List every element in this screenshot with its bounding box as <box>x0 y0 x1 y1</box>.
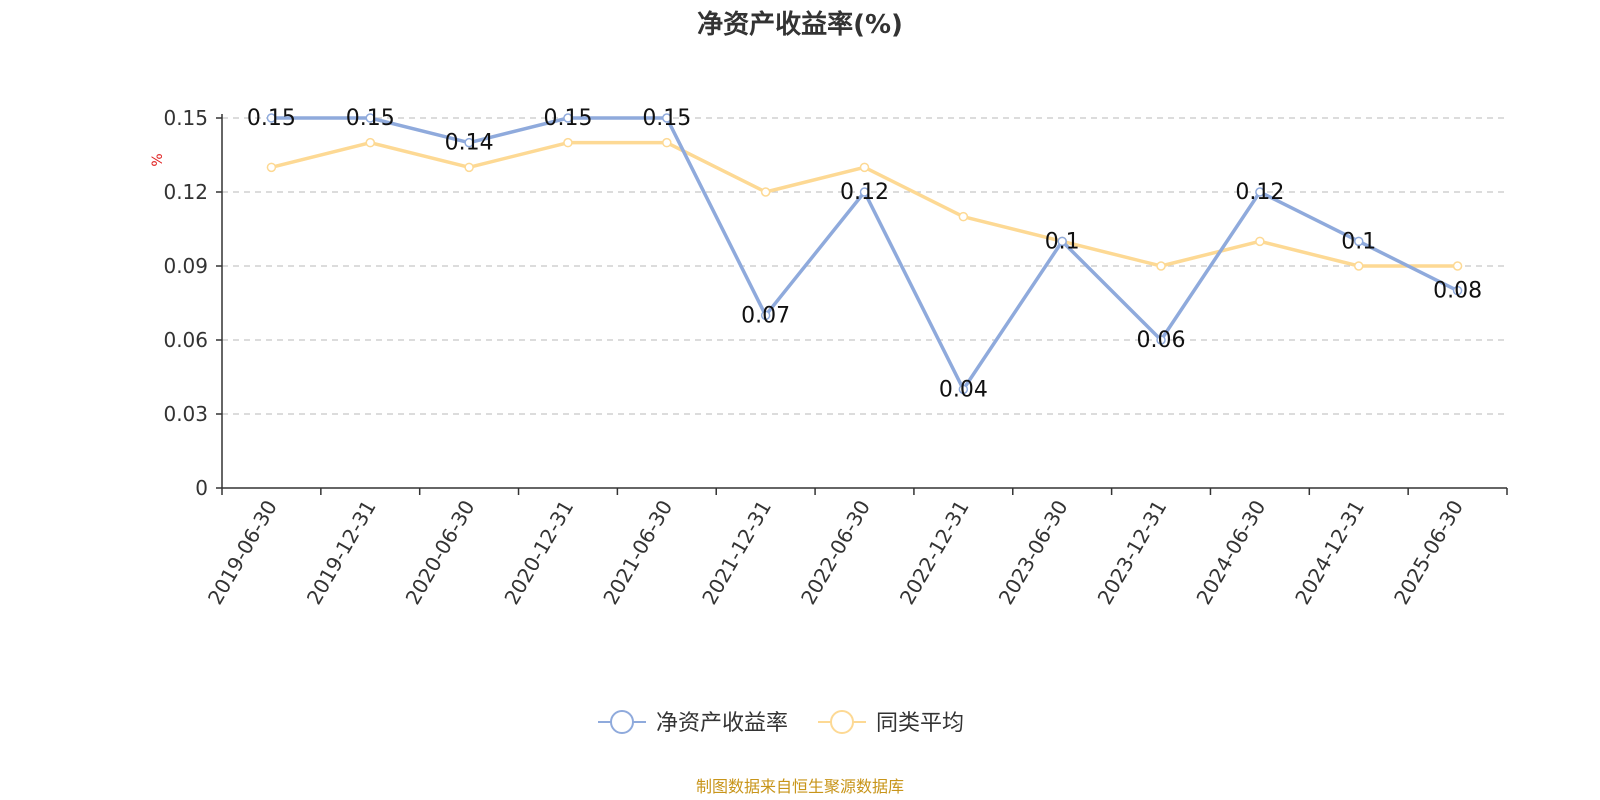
legend-marker <box>610 710 634 734</box>
x-tick-label: 2021-12-31 <box>697 496 776 609</box>
data-point <box>1255 236 1265 247</box>
legend-item-peer-average[interactable]: 同类平均 <box>818 710 964 736</box>
data-label: 0.15 <box>642 106 691 131</box>
data-point <box>662 113 672 123</box>
data-point <box>859 187 870 197</box>
data-label: 0.07 <box>741 303 790 328</box>
data-label: 0.14 <box>445 131 494 156</box>
data-point <box>464 162 474 173</box>
data-point <box>958 211 969 222</box>
data-point <box>1452 285 1463 296</box>
data-point <box>1353 261 1364 271</box>
data-point <box>563 113 573 123</box>
x-tick-label: 2022-12-31 <box>895 496 974 609</box>
series-lines <box>266 113 1463 395</box>
x-tick-label: 2023-06-30 <box>994 496 1073 609</box>
x-tick-label: 2025-06-30 <box>1389 496 1468 609</box>
x-tick-label: 2022-06-30 <box>796 496 875 609</box>
data-label: 0.15 <box>247 106 296 131</box>
data-point <box>365 113 376 123</box>
data-point <box>662 137 672 148</box>
y-tick-label: 0.15 <box>163 106 208 130</box>
data-point <box>1353 236 1364 247</box>
source-note: 制图数据来自恒生聚源数据库 <box>695 777 904 796</box>
data-point <box>1156 335 1166 345</box>
data-point <box>1255 187 1265 197</box>
data-label: 0.08 <box>1433 279 1482 304</box>
y-tick-label: 0.12 <box>163 180 208 204</box>
y-tick-label: 0 <box>195 476 208 500</box>
data-point <box>1057 236 1067 247</box>
y-tick-label: 0.03 <box>163 402 208 426</box>
data-label: 0.12 <box>840 180 889 205</box>
data-point <box>958 384 969 395</box>
x-tick-label: 2023-12-31 <box>1093 496 1172 609</box>
legend-label: 净资产收益率 <box>656 711 788 736</box>
data-label: 0.15 <box>543 106 592 131</box>
x-tick-label: 2019-12-31 <box>302 496 381 609</box>
legend-label: 同类平均 <box>876 711 964 736</box>
data-point <box>1156 261 1166 271</box>
data-label: 0.04 <box>939 377 988 402</box>
data-point <box>266 162 277 173</box>
data-labels: 0.15 0.15 0.14 0.15 0.15 0.07 0.12 0.04 0.1 0.06 0… <box>247 106 1482 402</box>
data-point <box>1452 261 1463 271</box>
data-point <box>266 113 277 123</box>
x-tick-label: 2020-06-30 <box>401 496 480 609</box>
data-label: 0.1 <box>1045 229 1080 254</box>
data-point <box>464 137 474 148</box>
chart-title: 净资产收益率(%) <box>697 10 903 40</box>
data-label: 0.12 <box>1235 180 1284 205</box>
x-tick-label: 2020-12-31 <box>499 496 578 609</box>
x-tick-label: 2024-06-30 <box>1191 496 1270 609</box>
data-label: 0.1 <box>1341 229 1376 254</box>
series-primary <box>266 113 1463 395</box>
legend[interactable]: 净资产收益率 同类平均 <box>598 710 964 736</box>
y-axis-label: % <box>150 153 166 166</box>
y-tick-label: 0.06 <box>163 328 208 352</box>
axes: 0 0.03 0.06 0.09 0.12 0.15 2019-06-30 2019-12-3… <box>163 106 1508 609</box>
series-average <box>266 137 1463 271</box>
gridlines <box>222 117 1507 415</box>
data-label: 0.06 <box>1137 328 1186 353</box>
legend-item-roe[interactable]: 净资产收益率 <box>598 710 788 736</box>
data-point <box>365 137 376 148</box>
data-point <box>760 310 771 321</box>
data-label: 0.15 <box>346 106 395 131</box>
legend-marker <box>830 710 854 734</box>
data-point <box>859 162 870 173</box>
x-tick-label: 2021-06-30 <box>598 496 677 609</box>
series-line <box>271 116 1459 392</box>
x-tick-label: 2019-06-30 <box>203 496 282 609</box>
data-point <box>563 137 573 148</box>
data-point <box>760 187 771 197</box>
y-tick-label: 0.09 <box>163 254 208 278</box>
x-tick-label: 2024-12-31 <box>1290 496 1369 609</box>
